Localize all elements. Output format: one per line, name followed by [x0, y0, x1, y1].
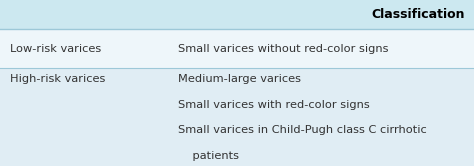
Bar [0, 29, 474, 68]
Text: Small varices in Child-Pugh class C cirrhotic: Small varices in Child-Pugh class C cirr… [178, 125, 427, 135]
Text: patients: patients [178, 151, 239, 161]
Bar [0, 68, 474, 166]
Bar [0, 0, 474, 29]
Text: High-risk varices: High-risk varices [10, 74, 106, 84]
Text: Small varices with red-color signs: Small varices with red-color signs [178, 100, 370, 110]
Text: Classification: Classification [371, 8, 465, 21]
Text: Small varices without red-color signs: Small varices without red-color signs [178, 43, 388, 54]
Text: Medium-large varices: Medium-large varices [178, 74, 301, 84]
Text: Low-risk varices: Low-risk varices [10, 43, 102, 54]
